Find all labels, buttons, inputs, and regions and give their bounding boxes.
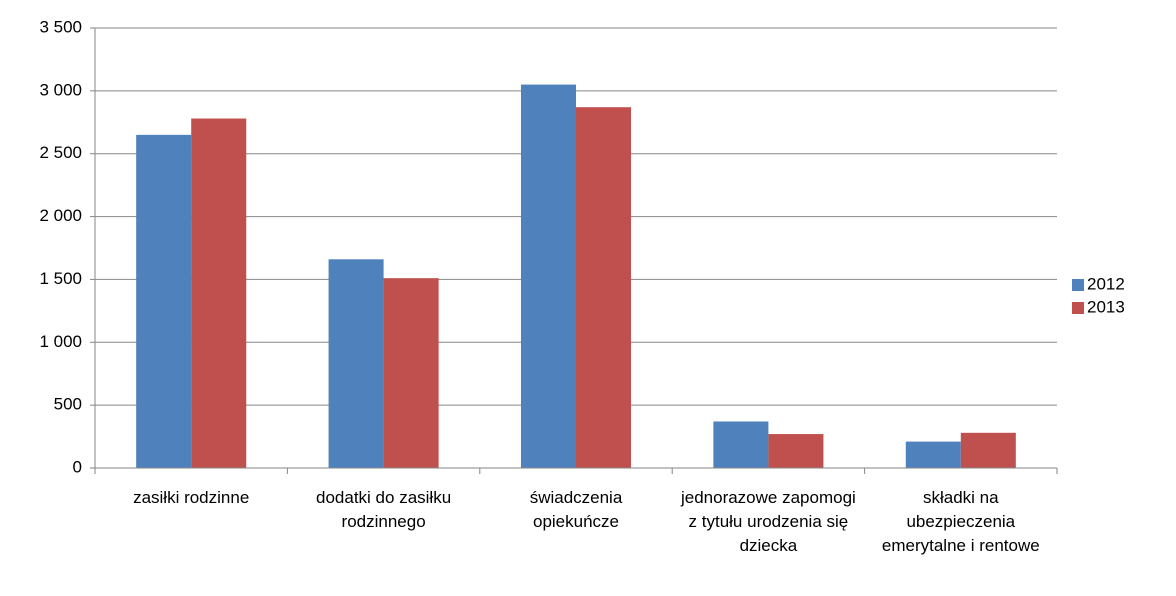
legend-swatch [1072,279,1084,291]
y-tick-label: 0 [73,457,82,476]
bar [136,134,192,468]
bar [905,441,961,468]
bar [713,421,769,468]
bar [328,259,384,468]
bar [768,434,824,468]
bar [191,118,247,468]
y-tick-label: 3 500 [39,17,82,36]
x-tick-label: składki na ubezpieczenia emerytalne i re… [881,488,1040,555]
bar [520,84,576,469]
x-tick-label: jednorazowe zapomogi z tytułu urodzenia … [680,488,856,555]
y-tick-label: 2 000 [39,206,82,225]
legend-label: 2012 [1087,274,1125,293]
y-tick-label: 1 500 [39,269,82,288]
y-tick-label: 3 000 [39,80,82,99]
legend-label: 2013 [1087,297,1125,316]
y-tick-label: 500 [54,395,82,414]
x-tick-label: świadczenia opiekuńcze [529,488,623,531]
legend-swatch [1072,302,1084,314]
bar [960,432,1016,468]
x-tick-label: zasiłki rodzinne [133,488,250,507]
x-tick-label: dodatki do zasiłku rodzinnego [316,488,452,531]
y-tick-label: 2 500 [39,143,82,162]
bar [576,107,632,468]
bar [383,278,439,468]
y-tick-label: 1 000 [39,332,82,351]
